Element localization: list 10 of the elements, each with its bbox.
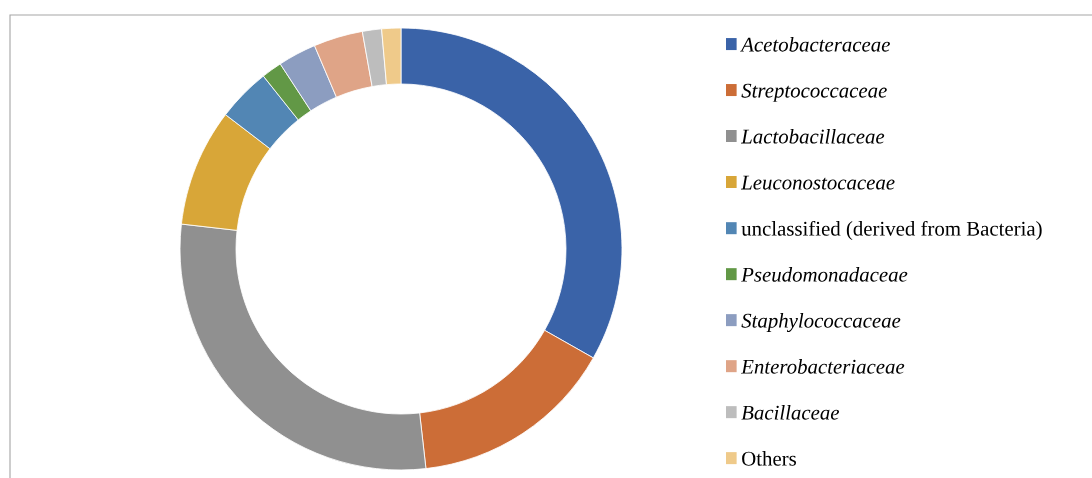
legend-label: Staphylococcaceae [741, 313, 901, 333]
legend-label: Lactobacillaceae [740, 128, 885, 144]
legend-label: Pseudomonadaceae [741, 267, 908, 282]
legend-label: unclassified (derived from Bacteria) [741, 220, 1042, 241]
legend-label: Acetobacteraceae [740, 37, 890, 52]
legend-label: Leuconostocaceae [740, 175, 895, 190]
legend-label: Bacillaceae [741, 405, 840, 420]
legend-label: Streptococcaceae [741, 83, 887, 102]
legend-label: Others [742, 451, 796, 466]
legend-label: Enterobacteriaceae [740, 359, 905, 374]
